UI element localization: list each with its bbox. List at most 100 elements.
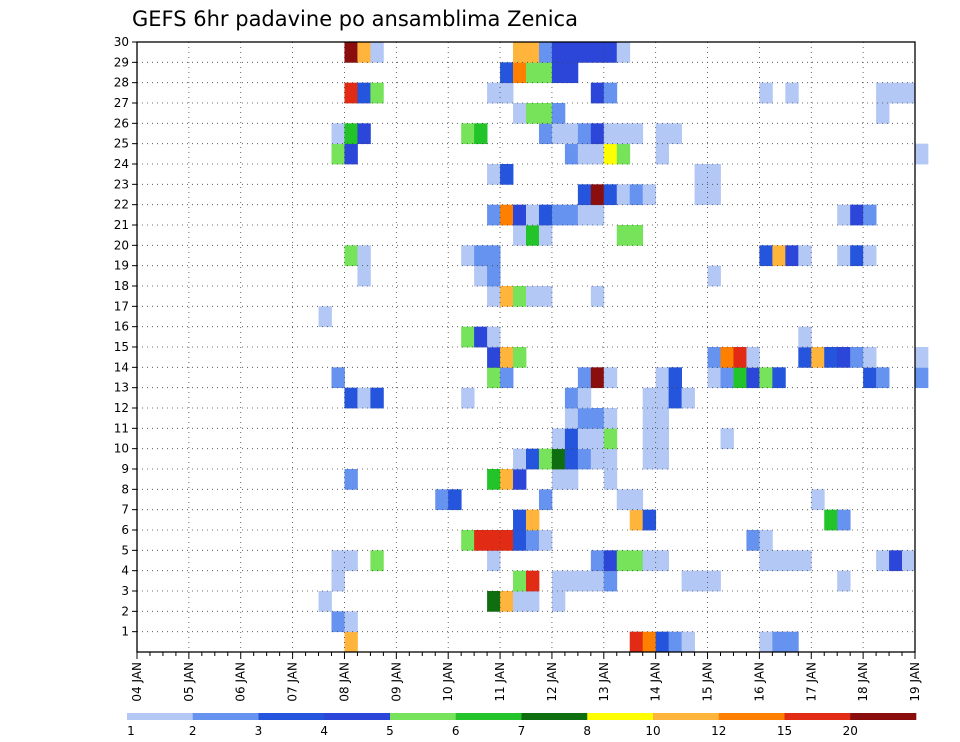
precip-cell xyxy=(785,245,799,267)
precip-cell xyxy=(590,570,605,592)
x-tick-label: 04 JAN xyxy=(130,662,144,702)
precip-cell xyxy=(655,631,670,653)
precip-cell xyxy=(526,570,540,592)
colorbar-legend: 1 2 3 4 5 6 7 8 10 12 15 20 xyxy=(127,713,917,738)
precip-cell xyxy=(603,82,618,104)
precip-cell xyxy=(500,591,514,612)
precip-cell xyxy=(707,164,721,185)
colorbar-label: 3 xyxy=(255,724,263,738)
plot-frame xyxy=(136,41,916,653)
y-tick-label: 7 xyxy=(121,503,129,517)
precip-cell xyxy=(603,42,618,63)
precip-cell xyxy=(902,82,916,104)
precip-cell xyxy=(655,387,670,409)
precip-cell xyxy=(616,123,631,145)
precip-cell xyxy=(681,631,695,653)
x-tick-label: 05 JAN xyxy=(182,662,196,702)
precip-cell xyxy=(474,245,488,267)
precip-cell xyxy=(837,204,851,226)
precip-cell xyxy=(590,448,605,470)
colorbar-swatch xyxy=(521,713,588,720)
x-tick-label: 14 JAN xyxy=(649,662,663,702)
precip-cell xyxy=(642,428,657,450)
precip-cell xyxy=(837,570,851,592)
precip-cell xyxy=(551,62,566,84)
precip-cell xyxy=(668,123,682,145)
y-tick-label: 29 xyxy=(114,55,129,69)
precip-cell xyxy=(720,367,734,389)
precip-cell xyxy=(642,184,657,206)
precip-cell xyxy=(344,631,358,653)
precip-cell xyxy=(538,530,553,551)
precip-cell xyxy=(526,286,540,307)
precip-cells xyxy=(318,42,929,653)
precip-cell xyxy=(500,286,514,307)
colorbar-swatch xyxy=(258,713,325,720)
precip-cell xyxy=(577,428,592,450)
x-tick-label: 15 JAN xyxy=(701,662,715,702)
precip-cell xyxy=(344,469,358,490)
precip-cell xyxy=(526,225,540,246)
precip-cell xyxy=(603,184,618,206)
precip-cell xyxy=(655,550,670,572)
precip-cell xyxy=(526,591,540,612)
precip-cell xyxy=(785,82,799,104)
precip-cell xyxy=(590,184,605,206)
precip-cell xyxy=(564,204,579,226)
precip-cell xyxy=(500,82,514,104)
precip-cell xyxy=(616,489,631,511)
precip-cell xyxy=(772,550,786,572)
precip-cell xyxy=(526,42,540,63)
precip-cell xyxy=(603,428,618,450)
precip-cell xyxy=(811,489,825,511)
precip-cell xyxy=(538,204,553,226)
precip-cell xyxy=(824,347,838,368)
precip-cell xyxy=(746,367,760,389)
y-tick-label: 13 xyxy=(114,381,129,395)
colorbar-label: 6 xyxy=(452,724,460,738)
precip-cell xyxy=(655,428,670,450)
y-tick-label: 4 xyxy=(121,564,129,578)
y-tick-label: 6 xyxy=(121,523,129,537)
precip-cell xyxy=(694,570,708,592)
precip-cell xyxy=(526,448,540,470)
y-tick-label: 19 xyxy=(114,259,129,273)
precip-cell xyxy=(577,570,592,592)
y-tick-label: 9 xyxy=(121,462,129,476)
precip-cell xyxy=(513,509,527,531)
precip-cell xyxy=(681,387,695,409)
colorbar-swatch xyxy=(127,713,194,720)
y-tick-label: 22 xyxy=(114,198,129,212)
precip-cell xyxy=(331,143,345,165)
precip-cell xyxy=(759,530,773,551)
y-tick-label: 20 xyxy=(114,238,129,252)
precip-cell xyxy=(590,143,605,165)
x-tick-label: 09 JAN xyxy=(389,662,403,702)
x-tick-label: 16 JAN xyxy=(752,662,766,702)
precip-cell xyxy=(487,164,501,185)
precip-cell xyxy=(863,367,877,389)
precip-cell xyxy=(863,204,877,226)
precip-cell xyxy=(526,204,540,226)
precip-cell xyxy=(590,82,605,104)
precip-cell xyxy=(642,448,657,470)
precip-cell xyxy=(837,245,851,267)
precip-cell xyxy=(590,42,605,63)
x-tick-label: 18 JAN xyxy=(856,662,870,702)
precip-cell xyxy=(551,570,566,592)
y-tick-label: 28 xyxy=(114,76,129,90)
precip-cell xyxy=(487,204,501,226)
colorbar-label: 8 xyxy=(583,724,591,738)
precip-cell xyxy=(435,489,449,511)
precip-cell xyxy=(759,367,773,389)
precip-cell xyxy=(590,204,605,226)
precip-cell xyxy=(785,550,799,572)
x-tick-label: 06 JAN xyxy=(234,662,248,702)
precip-cell xyxy=(538,489,553,511)
colorbar-label: 5 xyxy=(386,724,394,738)
precip-cell xyxy=(616,225,631,246)
precip-cell xyxy=(551,204,566,226)
precip-cell xyxy=(876,103,890,124)
precip-cell xyxy=(577,448,592,470)
